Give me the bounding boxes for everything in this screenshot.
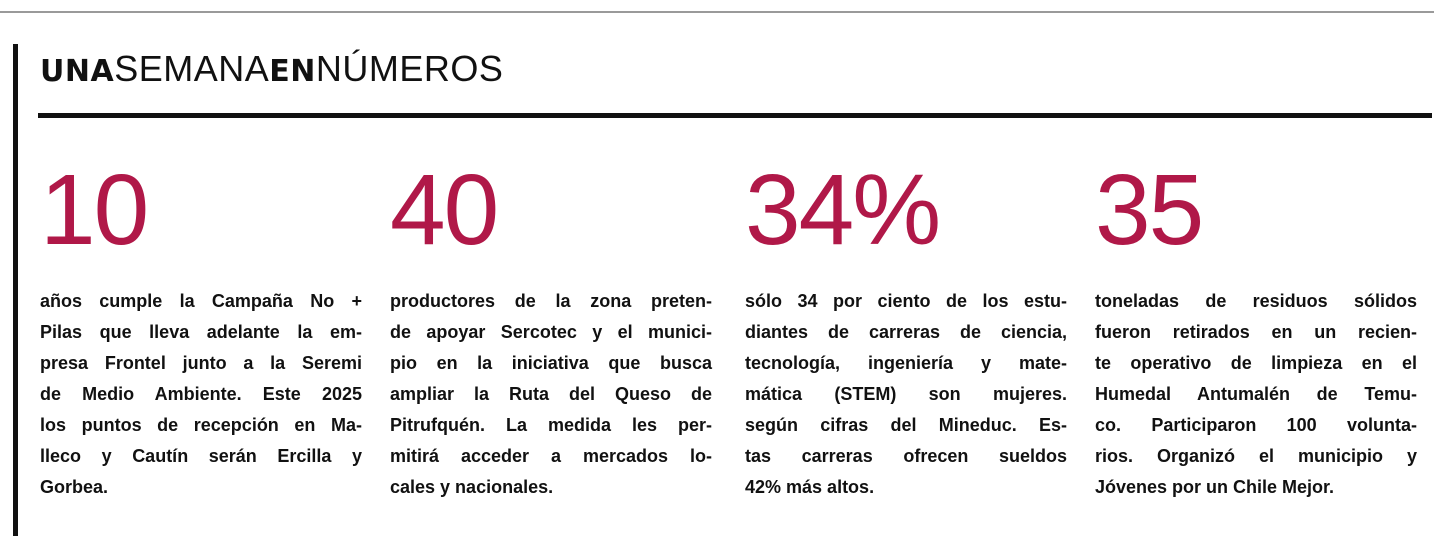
title-part: SEMANA <box>114 48 270 89</box>
description-line: rios. Organizó el municipio y <box>1095 446 1417 466</box>
title-part: NÚMEROS <box>315 48 504 89</box>
item-column: 10 años cumple la Campaña No + Pilas que l… <box>40 150 362 503</box>
description: años cumple la Campaña No + Pilas que lle… <box>40 286 362 503</box>
description-line: co. Participaron 100 volunta- <box>1095 415 1417 435</box>
description: sólo 34 por ciento de los estu-diantes d… <box>745 286 1067 503</box>
description-line: sólo 34 por ciento de los estu- <box>745 291 1067 311</box>
description-line: Pilas que lleva adelante la em- <box>40 322 362 342</box>
description-line: cales y nacionales. <box>390 477 554 497</box>
description-line: los puntos de recepción en Ma- <box>40 415 362 435</box>
description-line: ampliar la Ruta del Queso de <box>390 384 712 404</box>
description-line: Pitrufquén. La medida les per- <box>390 415 712 435</box>
description-line: diantes de carreras de ciencia, <box>745 322 1067 342</box>
big-number: 40 <box>390 154 499 266</box>
description-line: Jóvenes por un Chile Mejor. <box>1095 477 1335 497</box>
description-line: te operativo de limpieza en el <box>1095 353 1417 373</box>
item-column: 40 productores de la zona preten-de apoya… <box>390 150 712 503</box>
description-line: mitirá acceder a mercados lo- <box>390 446 712 466</box>
big-number: 35 <box>1095 154 1204 266</box>
description-line: tas carreras ofrecen sueldos <box>745 446 1067 466</box>
big-number: 10 <box>40 154 149 266</box>
title-part: UNA <box>40 54 115 89</box>
description-line: presa Frontel junto a la Seremi <box>40 353 362 373</box>
description-line: Gorbea. <box>40 477 109 497</box>
title-part: EN <box>269 54 316 89</box>
description-line: tecnología, ingeniería y mate- <box>745 353 1067 373</box>
description-line: 42% más altos. <box>745 477 875 497</box>
item-column: 34% sólo 34 por ciento de los estu-diante… <box>745 150 1067 503</box>
description-line: productores de la zona preten- <box>390 291 712 311</box>
description-line: Humedal Antumalén de Temu- <box>1095 384 1417 404</box>
description-line: fueron retirados en un recien- <box>1095 322 1417 342</box>
description-line: mática (STEM) son mujeres. <box>745 384 1067 404</box>
description-line: pio en la iniciativa que busca <box>390 353 712 373</box>
description-line: según cifras del Mineduc. Es- <box>745 415 1067 435</box>
description: toneladas de residuos sólidos fueron reti… <box>1095 286 1417 503</box>
description-line: toneladas de residuos sólidos <box>1095 291 1417 311</box>
description: productores de la zona preten-de apoyar … <box>390 286 712 503</box>
description-line: años cumple la Campaña No + <box>40 291 362 311</box>
title-rule <box>38 113 1432 118</box>
description-line: de apoyar Sercotec y el munici- <box>390 322 712 342</box>
item-column: 35 toneladas de residuos sólidos fueron re… <box>1095 150 1417 503</box>
side-bar <box>13 44 18 536</box>
description-line: de Medio Ambiente. Este 2025 <box>40 384 362 404</box>
big-number: 34% <box>745 154 941 266</box>
description-line: lleco y Cautín serán Ercilla y <box>40 446 362 466</box>
top-rule <box>0 11 1434 13</box>
section-title: UNASEMANAENNÚMEROS <box>40 48 503 90</box>
